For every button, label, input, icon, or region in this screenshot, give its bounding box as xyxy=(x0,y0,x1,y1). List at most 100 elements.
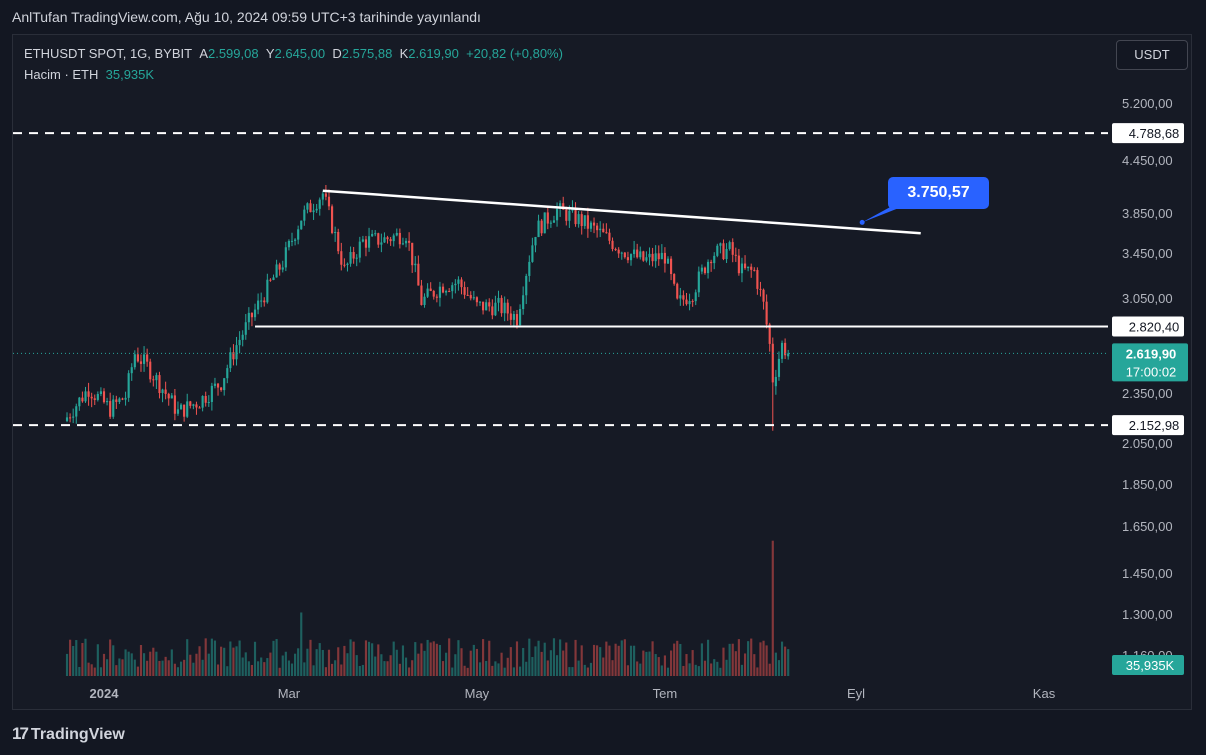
volume-bar xyxy=(173,663,176,676)
currency-button[interactable]: USDT xyxy=(1116,40,1188,70)
volume-label[interactable]: Hacim · ETH xyxy=(24,67,99,82)
volume-bar xyxy=(146,660,149,676)
volume-bar xyxy=(670,650,673,676)
price-line-label: 2.152,98 xyxy=(1129,418,1180,433)
candle-body xyxy=(238,339,241,346)
volume-bar xyxy=(241,657,244,676)
x-tick-label: Tem xyxy=(653,686,678,701)
volume-bar xyxy=(562,650,565,676)
volume-bar xyxy=(589,662,593,676)
candle-body xyxy=(697,271,700,293)
candle-body xyxy=(358,241,361,258)
candle-body xyxy=(207,401,210,403)
candle-body xyxy=(226,368,229,379)
candle-body xyxy=(642,251,645,261)
callout-anchor-dot[interactable] xyxy=(859,219,865,225)
volume-bar xyxy=(75,640,78,676)
candle-body xyxy=(494,302,497,316)
volume-bar xyxy=(651,641,654,676)
volume-bar xyxy=(787,649,790,676)
volume-bar xyxy=(645,651,648,676)
volume-bar xyxy=(392,641,395,676)
volume-bar xyxy=(648,651,651,676)
candle-body xyxy=(454,283,457,286)
volume-badge-bg xyxy=(1112,655,1184,675)
volume-bar xyxy=(722,647,725,676)
volume-bar xyxy=(139,644,143,676)
candle-body xyxy=(592,222,596,226)
candle-body xyxy=(466,294,469,296)
candle-body xyxy=(780,342,784,359)
candle-body xyxy=(509,313,512,320)
candle-body xyxy=(364,239,368,248)
volume-bar xyxy=(522,647,525,676)
volume-bar xyxy=(663,655,666,676)
volume-bar xyxy=(377,644,380,676)
candle-body xyxy=(146,354,149,362)
candle-body xyxy=(263,300,266,303)
candle-body xyxy=(475,297,478,303)
candle-body xyxy=(223,378,226,391)
candle-body xyxy=(469,295,472,299)
y-tick-label: 5.200,00 xyxy=(1122,96,1173,111)
volume-bar xyxy=(765,645,768,676)
volume-bar xyxy=(213,640,217,676)
candle-body xyxy=(568,210,571,221)
price-callout[interactable]: 3.750,57 xyxy=(888,177,989,209)
volume-bar xyxy=(309,639,312,676)
candle-body xyxy=(155,375,158,381)
volume-bar xyxy=(515,641,519,676)
candle-body xyxy=(663,252,666,264)
volume-bar xyxy=(469,650,472,676)
x-tick-label: Eyl xyxy=(847,686,865,701)
volume-bar xyxy=(142,653,146,676)
volume-bar xyxy=(170,649,173,676)
legend-change: +20,82 (+0,80%) xyxy=(466,46,563,61)
volume-bar xyxy=(389,655,392,676)
candle-body xyxy=(691,301,694,303)
volume-bar xyxy=(78,666,81,676)
volume-bar xyxy=(700,643,703,676)
candle-body xyxy=(343,264,346,266)
candle-body xyxy=(719,243,722,246)
volume-bar xyxy=(543,642,546,676)
volume-bar xyxy=(762,640,765,676)
candle-body xyxy=(324,193,327,197)
descending-trendline[interactable] xyxy=(322,189,921,235)
volume-bar xyxy=(179,661,183,676)
candle-body xyxy=(685,299,688,305)
volume-bar xyxy=(475,648,478,676)
price-line-label-bg xyxy=(1112,415,1184,436)
candle-body xyxy=(398,232,401,245)
volume-bar xyxy=(81,643,84,676)
candle-body xyxy=(109,401,112,417)
candle-body xyxy=(713,255,716,264)
candle-body xyxy=(404,240,408,244)
candle-body xyxy=(586,215,589,229)
legend-high-label: Y xyxy=(265,46,275,61)
candle-body xyxy=(312,210,315,213)
candle-body xyxy=(170,395,173,399)
volume-bar xyxy=(500,652,503,676)
volume-bar xyxy=(537,640,540,676)
volume-bar xyxy=(96,644,99,676)
y-tick-label: 1.850,00 xyxy=(1122,477,1173,492)
volume-bar xyxy=(503,667,506,676)
legend-symbol[interactable]: ETHUSDT SPOT, 1G, BYBIT xyxy=(24,46,193,61)
candle-body xyxy=(167,393,170,399)
volume-bar xyxy=(617,645,620,676)
candle-body xyxy=(528,261,531,276)
volume-bar xyxy=(636,661,639,676)
volume-bar xyxy=(380,654,383,676)
candle-body xyxy=(765,301,768,325)
volume-bar xyxy=(753,654,756,676)
candle-body xyxy=(96,394,99,400)
volume-bar xyxy=(497,663,500,676)
volume-bar xyxy=(559,639,562,676)
candle-body xyxy=(389,239,392,242)
volume-bar xyxy=(586,667,589,676)
candle-body xyxy=(645,257,648,261)
candle-body xyxy=(408,240,411,243)
candle-body xyxy=(81,397,84,402)
